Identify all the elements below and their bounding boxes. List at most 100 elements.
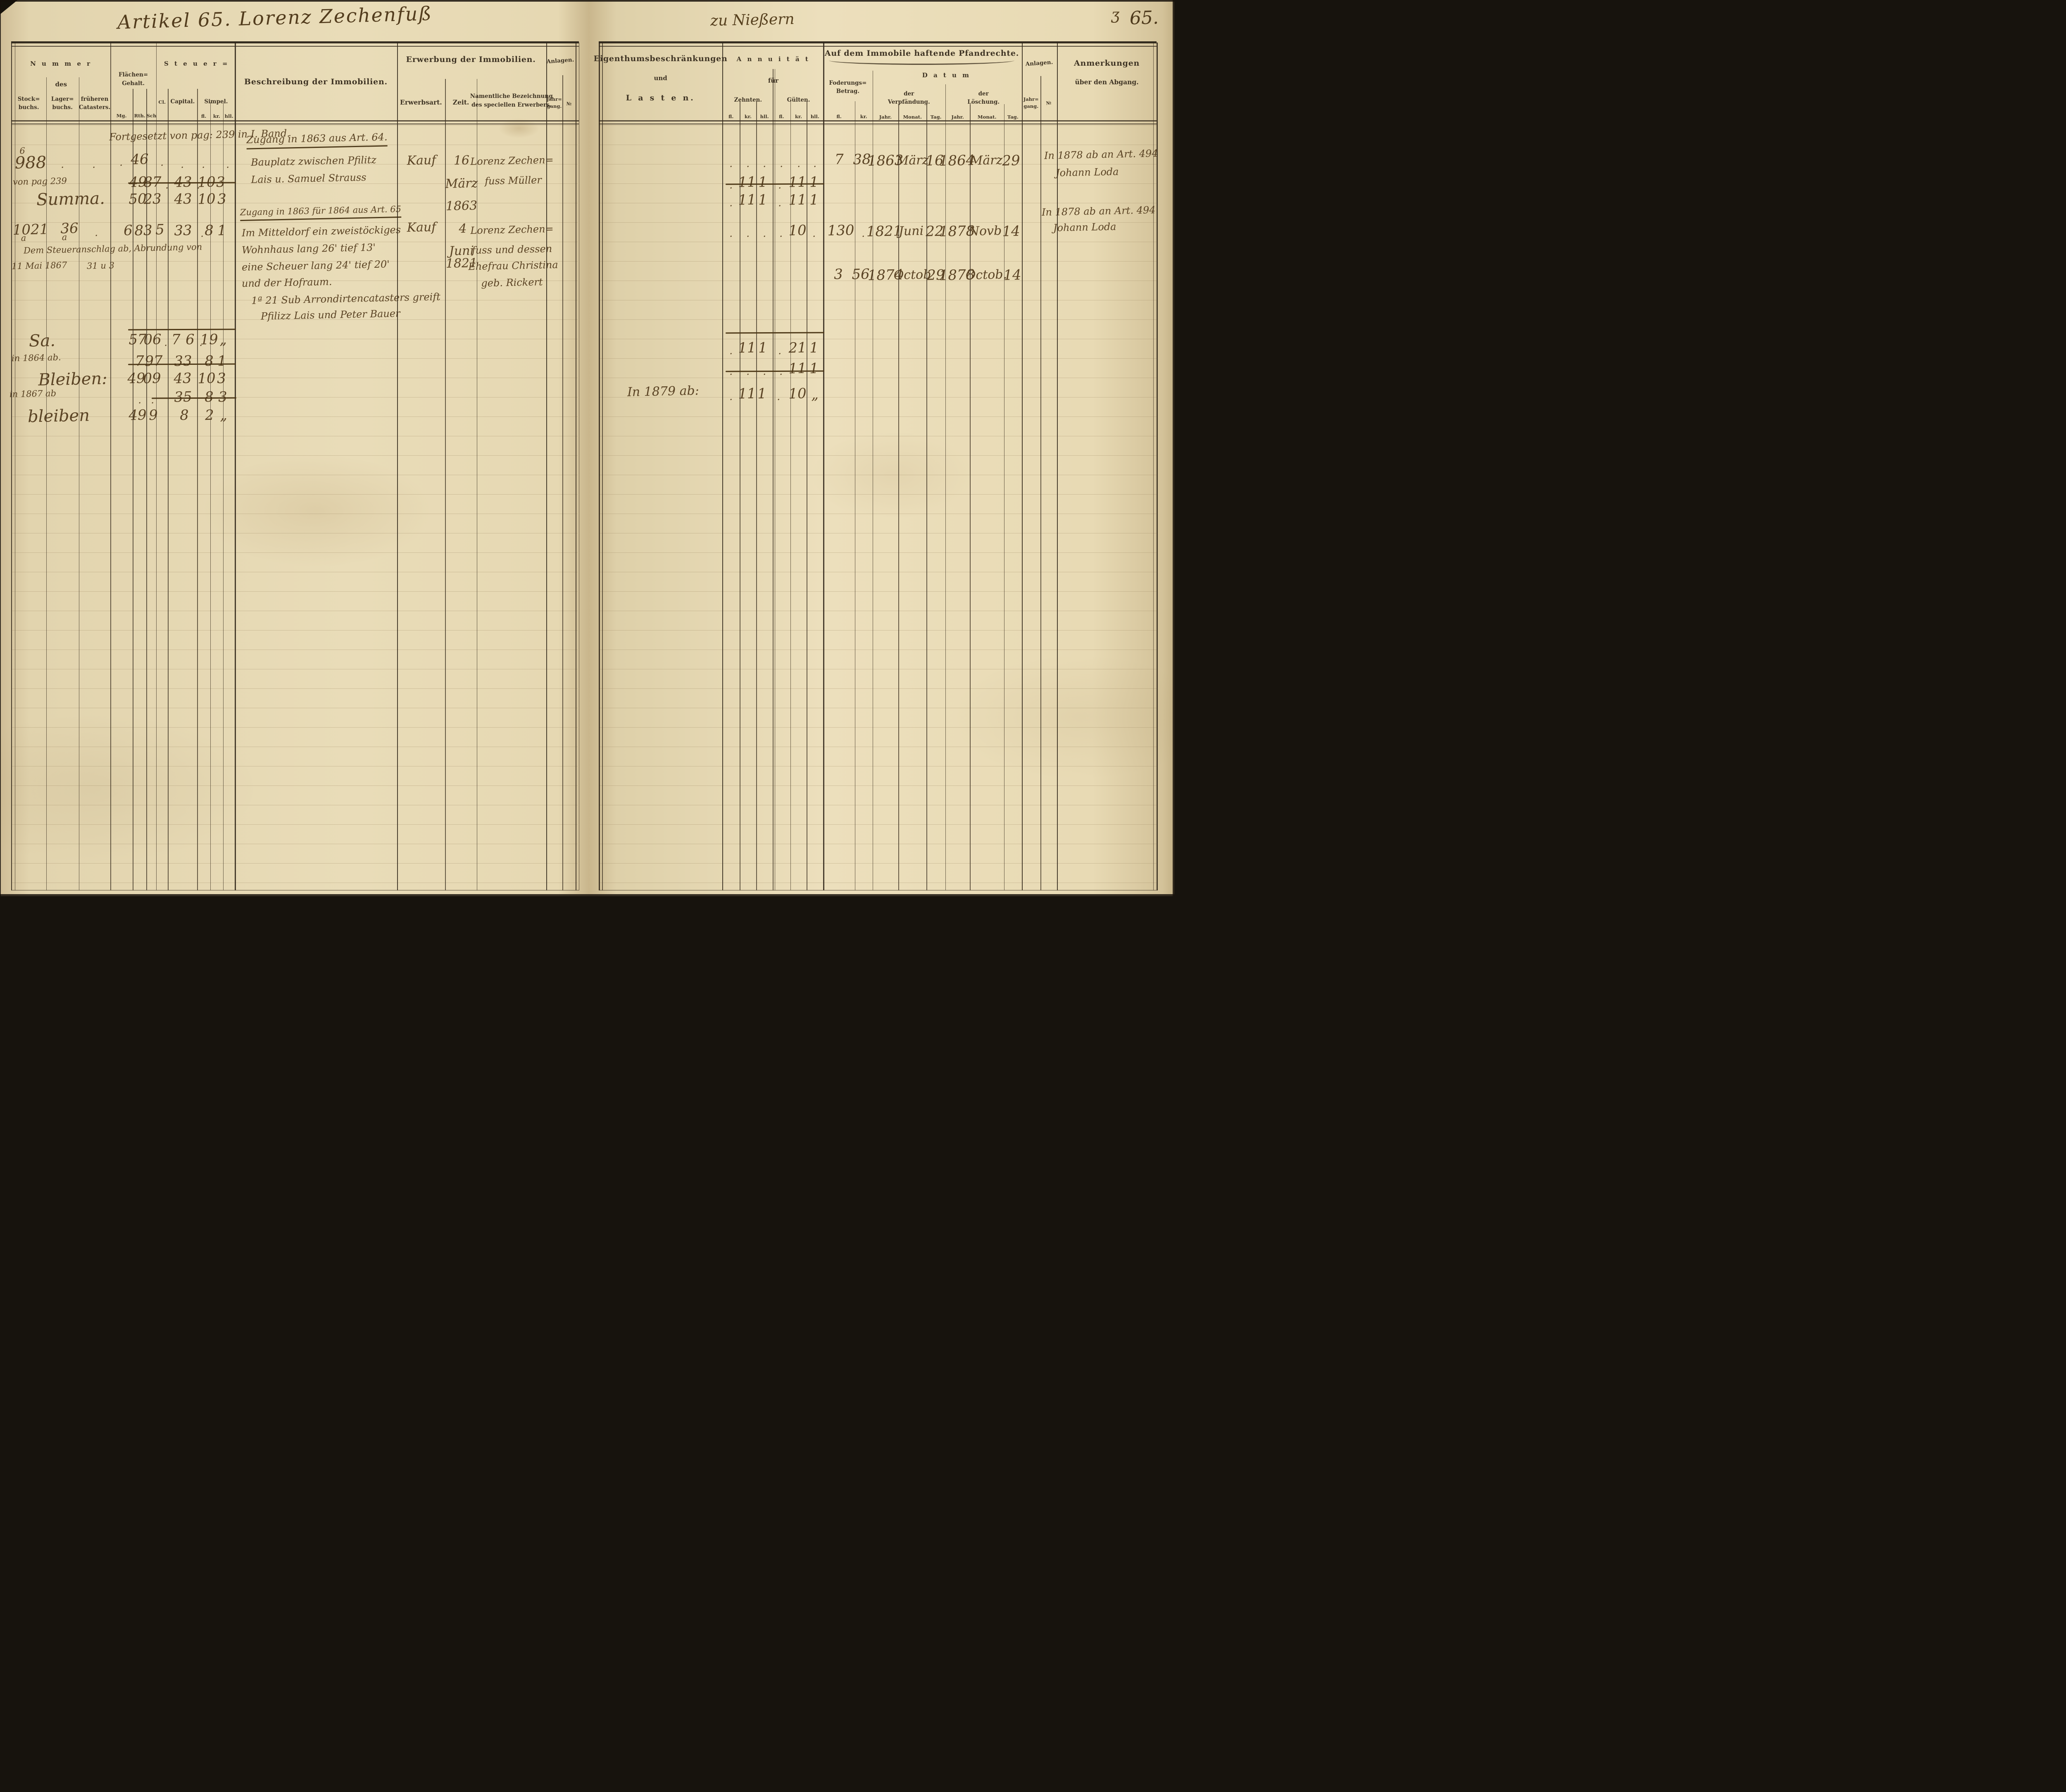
column-line — [1157, 43, 1158, 890]
entry-besch2-line4: und der Hofraum. — [242, 276, 333, 290]
entry-bl2-rth: 49 — [128, 407, 147, 424]
dot: . — [777, 390, 781, 402]
column-line — [445, 79, 446, 890]
entry-r3b-gkr: 11 — [788, 360, 807, 377]
column-line — [602, 43, 603, 890]
header-mg: Mg. — [116, 113, 127, 119]
entry-r3-sfl: 10 — [198, 190, 216, 208]
entry-r3b-ghll: 1 — [809, 360, 819, 377]
header-datum: D a t u m — [922, 71, 971, 79]
page-flourish: ʒ — [1111, 6, 1120, 24]
scan-edge-top — [0, 0, 1174, 2]
entry-name2-line1: Lorenz Zechen= — [470, 223, 554, 237]
entry-r3c-zhll: 1 — [757, 385, 767, 402]
header-sch: Sch — [146, 113, 157, 119]
entry-sa-cap1: 7 — [171, 331, 181, 348]
header-l-jahr: Jahr. — [951, 114, 964, 120]
header-f-kr: kr. — [860, 114, 867, 120]
scan-edge-left — [0, 0, 1, 896]
entry-besch1-line1: Bauplatz zwischen Pfilitz — [250, 154, 376, 169]
header-z-hll: hll. — [760, 114, 769, 120]
entry-anm2-line2: Johann Loda — [1053, 220, 1116, 234]
dot: . — [94, 226, 98, 238]
dot: . — [780, 157, 783, 169]
entry-bl1-cap: 43 — [173, 370, 192, 387]
dot: . — [763, 227, 766, 239]
entry-bl1-sch: 09 — [143, 370, 162, 387]
column-line — [774, 69, 776, 890]
entry-ab67-label: in 1867 ab — [9, 388, 56, 400]
entry-ab64-cap: 33 — [174, 352, 193, 370]
dot: . — [151, 394, 155, 406]
column-line — [1040, 76, 1041, 890]
header-lasten: L a s t e n. — [626, 93, 695, 103]
entry-zugang-1863: Zugang in 1863 aus Art. 64. — [246, 130, 388, 150]
place-handwritten: zu Nießern — [710, 10, 795, 30]
header-erwerbung: Erwerbung der Immobilien. — [406, 55, 536, 64]
dot: . — [201, 158, 205, 170]
dot: . — [200, 227, 204, 239]
dot: . — [92, 158, 96, 170]
header-z-fl: fl. — [728, 114, 734, 120]
header-beschreibung: Beschreibung der Immobilien. — [244, 77, 388, 87]
header-stockbuchs: Stock= buchs. — [17, 95, 40, 111]
header-lagerbuchs: Lager= buchs. — [51, 95, 74, 111]
header-cl: Cl. — [158, 99, 166, 105]
entry-r3a-zhll: 1 — [758, 339, 768, 357]
header-simpel-fl: fl. — [201, 113, 207, 119]
entry-ab64-sfl: 8 — [204, 353, 214, 370]
entry-besch1-line2: Lais u. Samuel Strauss — [251, 171, 367, 186]
column-line — [756, 101, 757, 890]
entry-zeit1-month: März — [445, 176, 478, 191]
entry-r2-gkr: 10 — [788, 222, 807, 239]
column-line — [575, 43, 577, 890]
header-v-monat: Monat. — [903, 114, 922, 120]
column-line — [110, 43, 111, 890]
header-jahrgang-left: Jahr= gang. — [546, 96, 562, 109]
header-z-kr: kr. — [744, 114, 752, 120]
ink-sum-line — [128, 363, 236, 365]
left-page-ruling — [12, 125, 578, 890]
entry-1021: 1021 — [12, 221, 49, 238]
entry-a2-zhll: 1 — [758, 174, 768, 190]
dot: . — [180, 158, 184, 170]
dot: . — [778, 197, 782, 209]
header-l-tag: Tag. — [1007, 114, 1019, 120]
entry-zeit1-day: 16 — [453, 153, 470, 168]
dot: . — [729, 345, 733, 357]
rule-line — [599, 41, 1157, 44]
rule-line — [11, 120, 579, 121]
column-line — [476, 79, 478, 890]
right-page-ruling — [599, 125, 1157, 890]
dot: . — [779, 227, 783, 239]
entry-a2-gkr: 11 — [788, 174, 807, 191]
column-line — [1004, 104, 1005, 890]
entry-p2b-fl: 3 — [833, 266, 843, 283]
entry-a3-zkr: 11 — [738, 191, 756, 209]
dot: . — [729, 179, 733, 191]
column-line — [578, 43, 580, 890]
entry-r3-skr: 3 — [217, 190, 227, 208]
column-line — [210, 102, 211, 890]
rule-line — [599, 890, 1157, 891]
column-line — [926, 104, 927, 890]
entry-r3c-gkr: 10 — [788, 385, 807, 402]
entry-p2a-lm: Novb — [968, 224, 1002, 239]
column-line — [1057, 43, 1058, 890]
header-no-right: № — [1045, 99, 1052, 106]
column-line — [854, 101, 856, 890]
entry-name2-line2: fuss und dessen — [471, 243, 552, 256]
entry-p2b-vm: Octob — [893, 267, 931, 283]
header-capital: Capital. — [170, 98, 195, 105]
entry-ab64-label: in 1864 ab. — [12, 352, 62, 364]
entry-bleiben2-label: bleiben — [27, 406, 90, 426]
column-line — [823, 43, 824, 890]
entry-1879-note: In 1879 ab: — [627, 383, 699, 400]
dot: . — [138, 394, 142, 406]
column-line — [11, 43, 12, 890]
header-jahrgang-right: Jahr= gang. — [1023, 96, 1039, 109]
page-number: 65. — [1129, 7, 1159, 29]
column-line — [397, 43, 398, 890]
pfandrechte-flourish — [829, 60, 1015, 65]
entry-p2a-vj: 1821 — [866, 223, 902, 240]
